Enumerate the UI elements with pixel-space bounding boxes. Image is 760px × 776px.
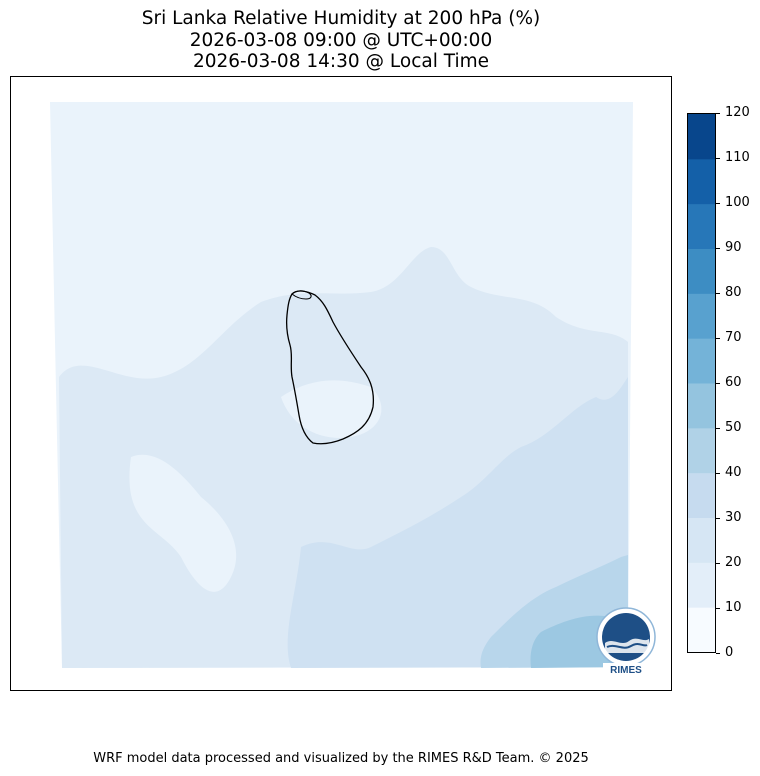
colorbar-tick-mark [716,517,720,519]
colorbar-tick-mark [716,202,720,204]
colorbar-tick-mark [716,562,720,564]
footer-credit: WRF model data processed and visualized … [93,751,589,766]
humidity-field [50,102,633,668]
colorbar-tick-label: 10 [725,600,742,615]
pocket-10-20-a [129,454,237,592]
title-line-variable: Sri Lanka Relative Humidity at 200 hPa (… [141,8,541,29]
colorbar-band [688,427,715,474]
colorbar-tick-label: 0 [725,645,734,660]
colorbar-band [688,158,715,205]
colorbar-band [688,517,715,563]
colorbar-band [688,607,715,652]
colorbar-tick-label: 110 [725,150,750,165]
sri-lanka-coastline [285,290,375,445]
rimes-logo-text: RIMES [610,665,642,676]
colorbar-tick-mark [716,292,720,294]
colorbar-tick-mark [716,247,720,249]
colorbar-tick-mark [716,157,720,159]
colorbar-tick-mark [716,472,720,474]
map-title: Sri Lanka Relative Humidity at 200 hPa (… [0,8,682,73]
colorbar-tick-label: 20 [725,555,742,570]
colorbar-tick-label: 80 [725,285,742,300]
colorbar-tick-label: 90 [725,240,742,255]
pocket-10-20-b [281,380,382,438]
colorbar [687,113,716,653]
colorbar-tick-label: 100 [725,195,750,210]
colorbar-band [688,203,715,249]
colorbar-band [688,114,715,160]
colorbar-band [688,383,715,429]
colorbar-tick-label: 50 [725,420,742,435]
colorbar-tick-mark [716,337,720,339]
colorbar-band [688,293,715,339]
title-line-local-time: 2026-03-08 14:30 @ Local Time [192,51,490,72]
colorbar-tick-mark [716,652,720,654]
colorbar-band [688,472,715,518]
jaffna-peninsula [291,290,312,300]
colorbar-tick-mark [716,607,720,609]
colorbar-band [688,248,715,294]
rimes-logo: RIMES [593,607,659,679]
colorbar-tick-label: 120 [725,105,750,120]
title-line-utc-time: 2026-03-08 09:00 @ UTC+00:00 [189,29,493,51]
colorbar-tick-label: 70 [725,330,742,345]
colorbar-band [688,338,715,384]
map-panel [10,76,672,691]
colorbar-gradient [688,114,715,652]
colorbar-tick-mark [716,427,720,429]
colorbar-tick-label: 40 [725,465,742,480]
colorbar-tick-label: 60 [725,375,742,390]
colorbar-tick-label: 30 [725,510,742,525]
colorbar-tick-mark [716,112,720,114]
rimes-logo-emblem: RIMES [596,607,656,676]
colorbar-tick-mark [716,382,720,384]
colorbar-band [688,562,715,608]
